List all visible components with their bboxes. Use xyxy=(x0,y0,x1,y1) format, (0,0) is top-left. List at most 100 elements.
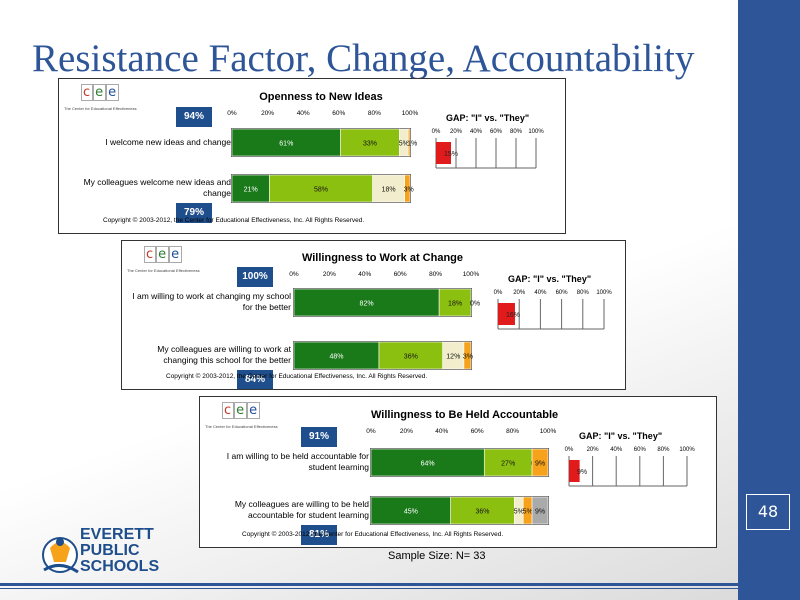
logo-text: EVERETT PUBLIC SCHOOLS xyxy=(80,527,159,575)
bar-segment xyxy=(293,341,380,370)
bar-segment xyxy=(372,174,405,203)
chart-panel-3: c e e The Center for Educational Effectiven… xyxy=(199,396,717,548)
gap-tick-label: 80% xyxy=(577,290,590,296)
bar-value-label: 61% xyxy=(279,141,293,148)
gap-tick-label: 40% xyxy=(470,129,483,135)
gap-tick-label: 80% xyxy=(510,129,523,135)
bar-value-label: 1% xyxy=(407,141,417,148)
percent-badge: 79% xyxy=(176,203,212,223)
gap-tick-label: 100% xyxy=(596,290,612,296)
chart-svg: 0%20%40%60%80%100%64%27%0%9%45%36%5%5%9%… xyxy=(366,428,695,525)
cee-tagline: The Center for Educational Effectiveness xyxy=(205,424,278,429)
row-label: My colleagues are willing to work at cha… xyxy=(157,344,291,365)
gap-bar xyxy=(498,303,515,325)
gap-tick-label: 40% xyxy=(610,447,623,453)
gap-tick-label: 0% xyxy=(432,129,441,135)
x-tick-label: 100% xyxy=(540,428,557,435)
row-label: My colleagues are willing to be held acc… xyxy=(234,499,369,520)
sample-size: Sample Size: N= 33 xyxy=(388,550,486,562)
bar-segment xyxy=(483,448,533,477)
bar-segment xyxy=(269,174,373,203)
bar-segment xyxy=(231,128,341,157)
logo-line-3: SCHOOLS xyxy=(80,558,160,575)
gap-bar xyxy=(569,460,580,482)
copyright-notice: Copyright © 2003-2012, the Center for Ed… xyxy=(242,531,504,538)
x-tick-label: 80% xyxy=(429,271,442,278)
gap-tick-label: 40% xyxy=(534,290,547,296)
gap-tick-label: 0% xyxy=(494,290,503,296)
bar-segment xyxy=(463,341,472,370)
bar-value-label: 18% xyxy=(448,301,462,308)
percent-badge: 94% xyxy=(176,107,212,127)
gap-tick-label: 60% xyxy=(556,290,569,296)
bar-value-label: 9% xyxy=(535,461,545,468)
chart-title: Willingness to Work at Change xyxy=(301,252,464,264)
chart-title: Willingness to Be Held Accountable xyxy=(371,409,559,421)
bar-value-label: 58% xyxy=(314,187,328,194)
gap-tick-label: 0% xyxy=(565,447,574,453)
x-tick-label: 100% xyxy=(402,110,419,117)
bar-value-label: 82% xyxy=(360,301,374,308)
gap-value-label: 16% xyxy=(506,312,520,319)
bar-value-label: 36% xyxy=(476,509,490,516)
bar-value-label: 33% xyxy=(363,141,377,148)
percent-badge: 100% xyxy=(237,267,273,287)
gap-tick-label: 20% xyxy=(587,447,600,453)
bar-value-label: 9% xyxy=(535,509,545,516)
bar-segment xyxy=(438,288,472,317)
bar-value-label: 3% xyxy=(404,187,414,194)
bar-value-label: 36% xyxy=(404,354,418,361)
bar-segment xyxy=(231,174,270,203)
chart-panel-1: c e e The Center for Educational Effectiven… xyxy=(58,78,566,234)
gap-tick-label: 20% xyxy=(513,290,526,296)
gap-title: GAP: "I" vs. "They" xyxy=(508,274,592,284)
page-number: 48 xyxy=(746,494,790,530)
bar-value-label: 0% xyxy=(470,301,480,308)
logo-line-2: PUBLIC xyxy=(80,542,140,559)
bar-value-label: 21% xyxy=(244,187,258,194)
x-tick-label: 40% xyxy=(297,110,310,117)
x-tick-label: 40% xyxy=(358,271,371,278)
chart-title: Openness to New Ideas xyxy=(259,91,383,103)
chart-panel-2: c e e The Center for Educational Effectiven… xyxy=(121,240,626,390)
bar-value-label: 27% xyxy=(501,461,515,468)
bar-value-label: 5% xyxy=(514,509,524,516)
gap-title: GAP: "I" vs. "They" xyxy=(579,431,663,441)
bar-segment xyxy=(407,128,411,157)
bottom-rule-thin xyxy=(0,588,738,589)
x-tick-label: 20% xyxy=(400,428,413,435)
bar-segment xyxy=(450,496,515,525)
gap-tick-label: 20% xyxy=(450,129,463,135)
x-tick-label: 0% xyxy=(227,110,237,117)
row-label: I am willing to be held accountable for … xyxy=(226,451,369,472)
bar-value-label: 5% xyxy=(399,141,409,148)
x-tick-label: 60% xyxy=(394,271,407,278)
bar-value-label: 12% xyxy=(446,354,460,361)
gap-value-label: 15% xyxy=(444,151,458,158)
gap-tick-label: 60% xyxy=(634,447,647,453)
x-tick-label: 80% xyxy=(506,428,519,435)
percent-badge: 91% xyxy=(301,427,337,447)
bar-segment xyxy=(378,341,443,370)
cee-tagline: The Center for Educational Effectiveness xyxy=(64,106,137,111)
x-tick-label: 80% xyxy=(368,110,381,117)
bar-segment xyxy=(340,128,400,157)
x-tick-label: 100% xyxy=(463,271,480,278)
percent-badge: 84% xyxy=(237,370,273,389)
copyright-notice: Copyright © 2003-2012, the Center for Ed… xyxy=(103,217,365,224)
bar-segment xyxy=(531,448,549,477)
x-tick-label: 0% xyxy=(366,428,376,435)
row-label: My colleagues welcome new ideas and chan… xyxy=(83,177,231,198)
district-logo xyxy=(42,537,79,574)
gap-bar xyxy=(436,142,451,164)
x-tick-label: 60% xyxy=(332,110,345,117)
bar-value-label: 5% xyxy=(523,509,533,516)
x-tick-label: 40% xyxy=(435,428,448,435)
gap-title: GAP: "I" vs. "They" xyxy=(446,113,530,123)
bar-segment xyxy=(293,288,440,317)
row-label: I am willing to work at changing my scho… xyxy=(132,291,291,312)
bar-segment xyxy=(531,496,549,525)
